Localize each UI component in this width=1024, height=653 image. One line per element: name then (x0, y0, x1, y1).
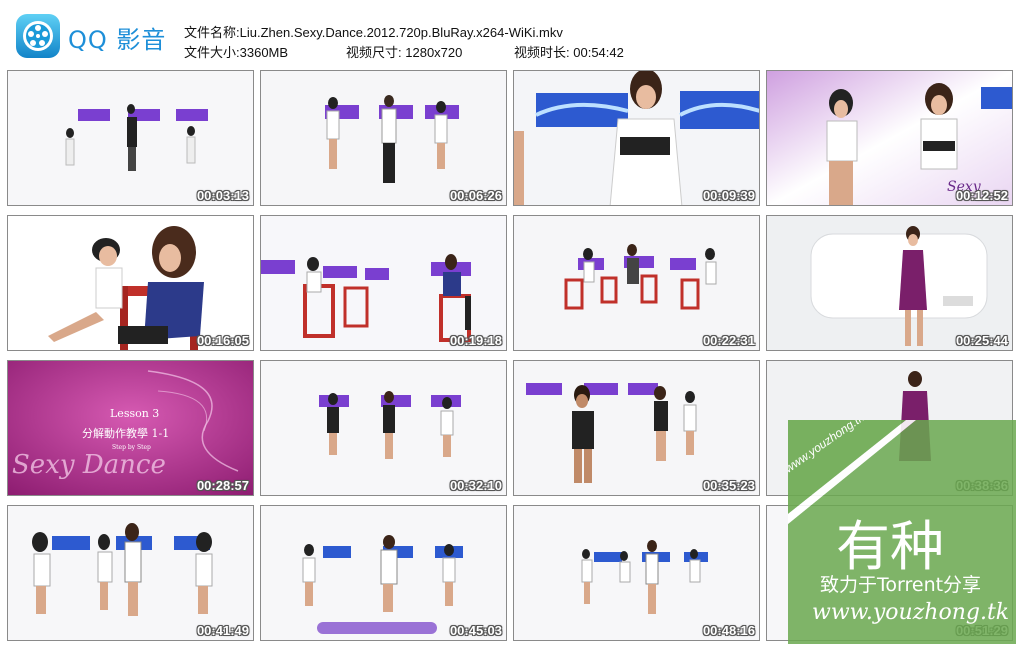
frame-image (514, 361, 759, 495)
qq-player-logo-icon (16, 14, 60, 58)
timestamp: 00:32:10 (449, 478, 502, 493)
lesson-step: Step by Step (112, 444, 151, 451)
duration-value: 00:54:42 (573, 45, 624, 60)
thumbnail-frame[interactable]: Lesson 3 分解動作教學 1-1 Step by Step Sexy Da… (7, 360, 254, 496)
frame-image (8, 216, 253, 350)
frame-image (8, 506, 253, 640)
thumbnail-frame[interactable]: 00:51:29 (766, 505, 1013, 641)
thumbnail-frame[interactable]: 00:38:36 (766, 360, 1013, 496)
thumbnail-frame[interactable]: 00:22:31 (513, 215, 760, 351)
frame-image (767, 506, 1012, 640)
frame-image (514, 216, 759, 350)
frame-image (261, 506, 506, 640)
timestamp: 00:09:39 (702, 188, 755, 203)
file-name-row: 文件名称:Liu.Zhen.Sexy.Dance.2012.720p.BluRa… (184, 22, 563, 41)
file-name-value: Liu.Zhen.Sexy.Dance.2012.720p.BluRay.x26… (239, 25, 563, 40)
thumbnail-frame[interactable]: 00:19:18 (260, 215, 507, 351)
lesson-subtitle: 分解動作教學 1-1 (82, 426, 169, 440)
header: QQ 影音 文件名称:Liu.Zhen.Sexy.Dance.2012.720p… (0, 0, 1024, 66)
timestamp: 00:41:49 (196, 623, 249, 638)
thumbnail-frame[interactable]: 00:09:39 (513, 70, 760, 206)
frame-image (767, 216, 1012, 350)
video-dim-row: 视频尺寸: 1280x720 (346, 42, 462, 61)
timestamp: 00:45:03 (449, 623, 502, 638)
timestamp: 00:25:44 (955, 333, 1008, 348)
timestamp: 00:03:13 (196, 188, 249, 203)
timestamp: 00:06:26 (449, 188, 502, 203)
frame-image (8, 71, 253, 205)
frame-image (514, 71, 759, 205)
file-size-label: 文件大小: (184, 45, 240, 60)
thumbnail-frame[interactable]: 00:45:03 (260, 505, 507, 641)
frame-script-text: Sexy (947, 179, 982, 195)
video-dim-label: 视频尺寸: (346, 45, 402, 60)
lesson-title: Lesson 3 (110, 407, 159, 420)
thumbnail-frame[interactable]: 00:16:05 (7, 215, 254, 351)
frame-image (261, 71, 506, 205)
file-size-value: 3360MB (239, 45, 289, 60)
sexy-dance-logo: Sexy Dance (12, 450, 166, 480)
timestamp: 00:28:57 (196, 478, 249, 493)
video-dim-value: 1280x720 (405, 45, 463, 60)
timestamp: 00:16:05 (196, 333, 249, 348)
app-logo-text: QQ 影音 (68, 26, 167, 54)
thumbnail-frame[interactable]: 00:06:26 (260, 70, 507, 206)
frame-image (767, 361, 1012, 495)
timestamp: 00:38:36 (955, 478, 1008, 493)
duration-label: 视频时长: (514, 45, 570, 60)
thumbnail-frame[interactable]: 00:48:16 (513, 505, 760, 641)
timestamp: 00:48:16 (702, 623, 755, 638)
thumbnail-frame[interactable]: 00:32:10 (260, 360, 507, 496)
frame-image: Lesson 3 分解動作教學 1-1 Step by Step Sexy Da… (8, 361, 253, 495)
timestamp: 00:22:31 (702, 333, 755, 348)
timestamp: 00:19:18 (449, 333, 502, 348)
frame-image (514, 506, 759, 640)
timestamp: 00:12:52 (955, 188, 1008, 203)
thumbnail-frame[interactable]: 00:41:49 (7, 505, 254, 641)
frame-image: Sexy (767, 71, 1012, 205)
file-size-row: 文件大小:3360MB (184, 42, 288, 61)
thumbnail-frame[interactable]: Sexy 00:12:52 (766, 70, 1013, 206)
thumbnail-frame[interactable]: 00:03:13 (7, 70, 254, 206)
thumbnail-frame[interactable]: 00:35:23 (513, 360, 760, 496)
timestamp: 00:51:29 (955, 623, 1008, 638)
thumbnail-frame[interactable]: 00:25:44 (766, 215, 1013, 351)
duration-row: 视频时长: 00:54:42 (514, 42, 624, 61)
file-name-label: 文件名称: (184, 25, 240, 40)
frame-image (261, 216, 506, 350)
thumbnail-grid: 00:03:13 00:06:26 00:09:39 (7, 70, 1019, 650)
frame-image (261, 361, 506, 495)
timestamp: 00:35:23 (702, 478, 755, 493)
